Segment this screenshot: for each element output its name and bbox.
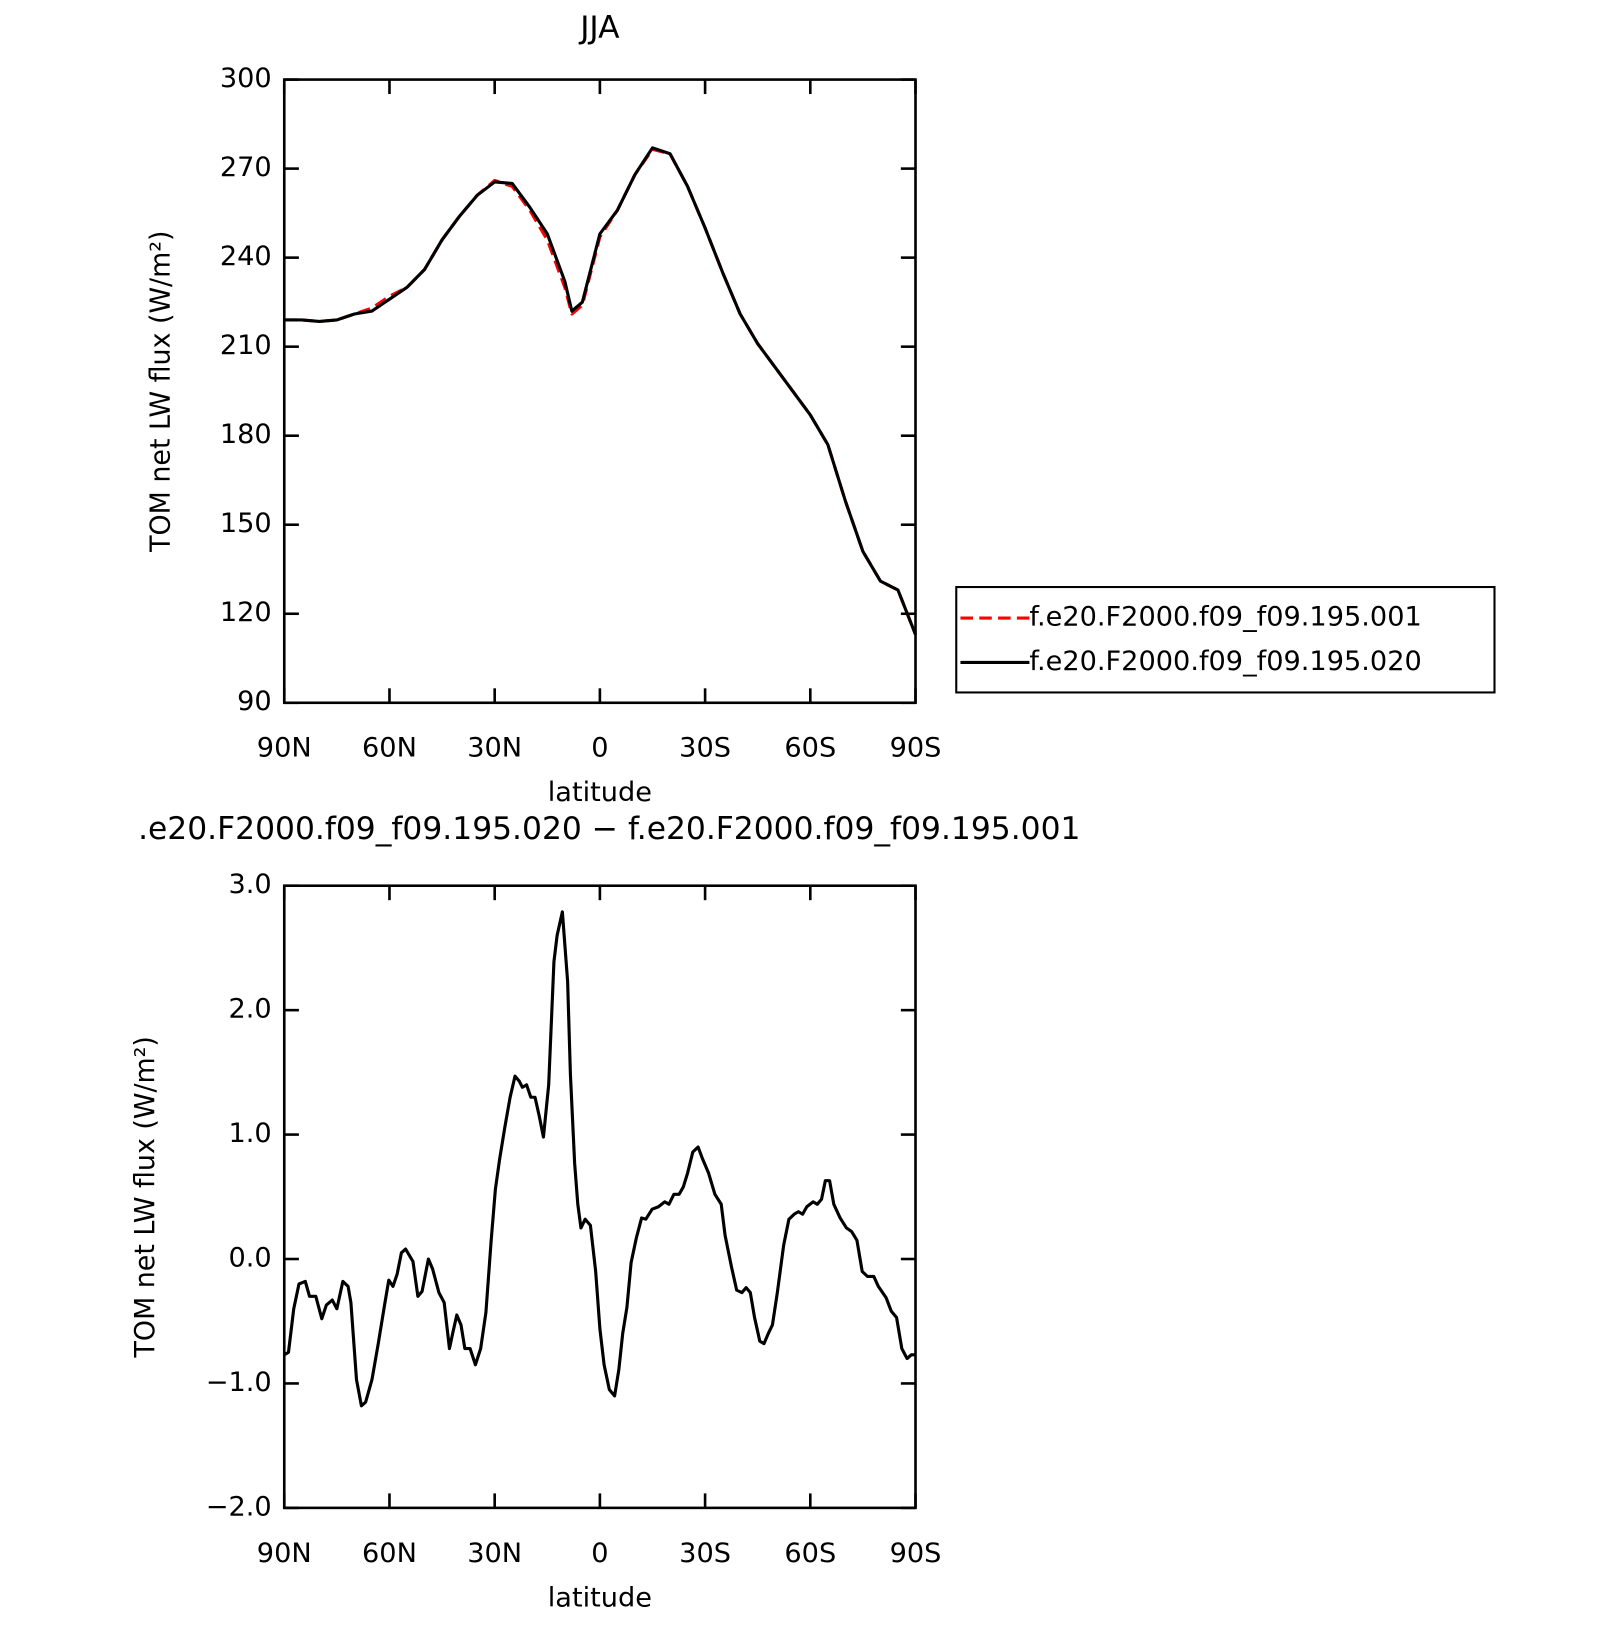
legend-box	[955, 585, 1496, 694]
data-line	[283, 910, 916, 1408]
x-tick-label: 60N	[362, 733, 417, 764]
chart-title: JJA	[578, 10, 620, 46]
y-tick-label: 300	[220, 63, 272, 94]
x-tick-label: 90S	[890, 1538, 942, 1569]
y-tick-label: 270	[220, 152, 272, 183]
y-tick-label: 210	[220, 330, 272, 361]
x-tick-label: 60S	[784, 1538, 836, 1569]
x-tick-label: 30S	[679, 733, 731, 764]
data-line	[284, 146, 917, 636]
y-axis-label: TOM net LW flux (W/m²)	[145, 230, 176, 552]
plot-frame	[282, 884, 917, 1510]
x-axis-label: latitude	[548, 1582, 652, 1613]
x-tick-label: 0	[591, 733, 608, 764]
plot-frame	[282, 78, 917, 705]
x-tick-label: 30N	[467, 1538, 522, 1569]
x-axis-label: latitude	[548, 777, 652, 808]
x-tick-label: 0	[591, 1538, 608, 1569]
x-tick-label: 30N	[467, 733, 522, 764]
y-tick-label: −1.0	[206, 1367, 272, 1398]
x-tick-label: 60S	[784, 733, 836, 764]
y-tick-label: 3.0	[229, 869, 272, 900]
y-tick-label: 0.0	[229, 1243, 272, 1274]
x-tick-label: 30S	[679, 1538, 731, 1569]
x-tick-label: 60N	[362, 1538, 417, 1569]
y-tick-label: 90	[237, 686, 272, 717]
y-tick-label: 240	[220, 241, 272, 272]
x-tick-label: 90N	[257, 733, 312, 764]
y-tick-label: 2.0	[229, 994, 272, 1025]
y-tick-label: −2.0	[206, 1491, 272, 1522]
data-line	[284, 147, 917, 636]
x-tick-label: 90S	[890, 733, 942, 764]
y-axis-label: TOM net LW flux (W/m²)	[130, 1036, 161, 1358]
x-tick-label: 90N	[257, 1538, 312, 1569]
y-tick-label: 120	[220, 597, 272, 628]
chart-title: .e20.F2000.f09_f09.195.020 − f.e20.F2000…	[138, 811, 1080, 847]
y-tick-label: 1.0	[229, 1118, 272, 1149]
legend-label: f.e20.F2000.f09_f09.195.001	[1029, 602, 1421, 633]
y-tick-label: 180	[220, 419, 272, 450]
legend-label: f.e20.F2000.f09_f09.195.020	[1029, 646, 1421, 677]
y-tick-label: 150	[220, 508, 272, 539]
